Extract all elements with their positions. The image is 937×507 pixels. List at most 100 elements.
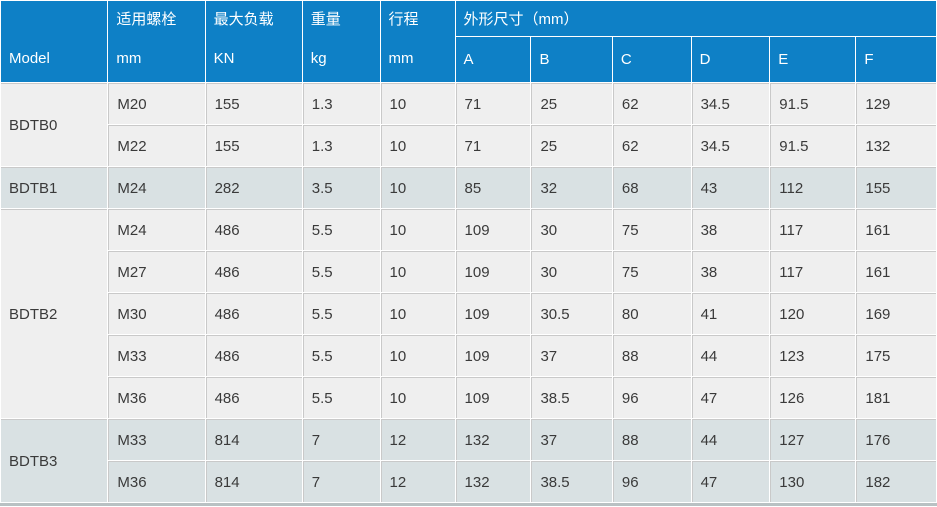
cell-max-load: 486	[205, 377, 302, 418]
cell-stroke: 10	[380, 209, 455, 250]
cell-max-load: 814	[205, 461, 302, 502]
header-weight-unit: kg	[310, 50, 327, 67]
cell-dim-e: 130	[770, 461, 856, 502]
cell-dim-c: 62	[612, 83, 691, 124]
cell-max-load: 486	[205, 335, 302, 376]
cell-dim-d: 34.5	[691, 83, 770, 124]
cell-dim-f: 161	[856, 209, 936, 250]
table-row: M36 814 7 12 132 38.5 96 47 130 182	[1, 461, 936, 502]
table-row: M30 486 5.5 10 109 30.5 80 41 120 169	[1, 293, 936, 334]
cell-dim-f: 175	[856, 335, 936, 376]
cell-dim-d: 47	[691, 461, 770, 502]
cell-weight: 3.5	[302, 167, 380, 208]
header-cell-dim-d: D	[691, 37, 770, 82]
header-stroke-unit: mm	[388, 50, 414, 67]
cell-stroke: 10	[380, 125, 455, 166]
cell-dim-b: 30	[531, 209, 612, 250]
cell-dim-c: 68	[612, 167, 691, 208]
table-row: M27 486 5.5 10 109 30 75 38 117 161	[1, 251, 936, 292]
header-cell-bolt: 适用螺栓 mm	[108, 1, 205, 82]
cell-stroke: 10	[380, 293, 455, 334]
cell-dim-a: 109	[455, 293, 531, 334]
cell-bolt: M33	[108, 419, 205, 460]
table-row: M22 155 1.3 10 71 25 62 34.5 91.5 132	[1, 125, 936, 166]
cell-dim-a: 132	[455, 461, 531, 502]
cell-dim-c: 88	[612, 419, 691, 460]
cell-dim-b: 38.5	[531, 461, 612, 502]
header-bolt-unit: mm	[116, 50, 142, 67]
cell-dim-c: 75	[612, 209, 691, 250]
cell-max-load: 486	[205, 251, 302, 292]
cell-dim-d: 47	[691, 377, 770, 418]
cell-bolt: M36	[108, 461, 205, 502]
header-cell-max-load: 最大负载 KN	[205, 1, 302, 82]
cell-dim-b: 38.5	[531, 377, 612, 418]
cell-dim-f: 161	[856, 251, 936, 292]
header-cell-dim-f: F	[856, 37, 936, 82]
header-max-load-label: 最大负载	[213, 11, 274, 28]
cell-dim-c: 96	[612, 377, 691, 418]
cell-dim-a: 109	[455, 209, 531, 250]
cell-dim-e: 91.5	[770, 83, 856, 124]
cell-dim-a: 85	[455, 167, 531, 208]
cell-dim-f: 176	[856, 419, 936, 460]
cell-dim-f: 182	[856, 461, 936, 502]
cell-dim-a: 109	[455, 335, 531, 376]
cell-stroke: 10	[380, 335, 455, 376]
table-bottom-border	[0, 503, 937, 506]
cell-max-load: 486	[205, 209, 302, 250]
cell-bolt: M24	[108, 209, 205, 250]
cell-dim-a: 71	[455, 83, 531, 124]
cell-dim-a: 109	[455, 377, 531, 418]
cell-dim-d: 38	[691, 251, 770, 292]
cell-dim-d: 34.5	[691, 125, 770, 166]
cell-stroke: 10	[380, 377, 455, 418]
cell-dim-b: 30.5	[531, 293, 612, 334]
cell-dim-d: 44	[691, 419, 770, 460]
cell-bolt: M30	[108, 293, 205, 334]
cell-dim-d: 38	[691, 209, 770, 250]
table-row: M36 486 5.5 10 109 38.5 96 47 126 181	[1, 377, 936, 418]
cell-max-load: 282	[205, 167, 302, 208]
header-stroke-label: 行程	[388, 11, 419, 28]
header-cell-weight: 重量 kg	[302, 1, 380, 82]
cell-bolt: M24	[108, 167, 205, 208]
table-row: BDTB2 M24 486 5.5 10 109 30 75 38 117 16…	[1, 209, 936, 418]
header-cell-dimensions-group: 外形尺寸（mm）	[455, 1, 936, 36]
cell-dim-a: 71	[455, 125, 531, 166]
header-bolt-label: 适用螺栓	[116, 11, 177, 28]
cell-max-load: 155	[205, 125, 302, 166]
table-row: BDTB1 M24 282 3.5 10 85 32 68 43 112 155	[1, 167, 936, 208]
cell-dim-b: 25	[531, 83, 612, 124]
cell-weight: 1.3	[302, 125, 380, 166]
cell-dim-b: 32	[531, 167, 612, 208]
cell-weight: 7	[302, 461, 380, 502]
cell-bolt: M36	[108, 377, 205, 418]
model-cell: BDTB0	[1, 83, 108, 166]
cell-dim-b: 37	[531, 419, 612, 460]
cell-dim-c: 75	[612, 251, 691, 292]
model-cell: BDTB3	[1, 419, 108, 502]
table-row: BDTB0 M20 155 1.3 10 71 25 62 34.5 91.5 …	[1, 83, 936, 166]
table-row: BDTB3 M33 814 7 12 132 37 88 44 127 176	[1, 419, 936, 502]
cell-stroke: 10	[380, 83, 455, 124]
cell-dim-f: 132	[856, 125, 936, 166]
cell-weight: 5.5	[302, 293, 380, 334]
cell-bolt: M27	[108, 251, 205, 292]
cell-stroke: 12	[380, 461, 455, 502]
table-row: M33 486 5.5 10 109 37 88 44 123 175	[1, 335, 936, 376]
cell-dim-e: 126	[770, 377, 856, 418]
cell-dim-f: 181	[856, 377, 936, 418]
cell-dim-b: 25	[531, 125, 612, 166]
cell-dim-f: 129	[856, 83, 936, 124]
header-cell-dim-c: C	[612, 37, 691, 82]
cell-dim-a: 132	[455, 419, 531, 460]
header-cell-dim-b: B	[531, 37, 612, 82]
cell-dim-e: 117	[770, 251, 856, 292]
header-model-spacer	[9, 1, 107, 36]
header-cell-model: Model	[1, 1, 108, 82]
cell-max-load: 155	[205, 83, 302, 124]
cell-dim-b: 37	[531, 335, 612, 376]
